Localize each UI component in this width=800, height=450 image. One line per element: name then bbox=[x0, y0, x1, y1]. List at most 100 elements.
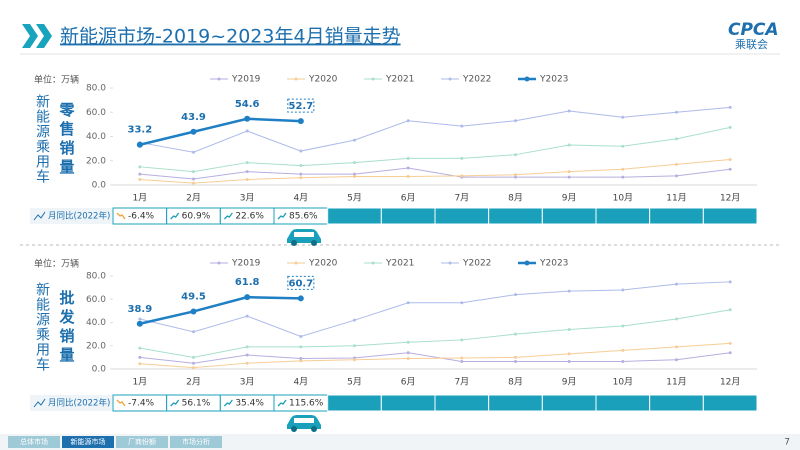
data-point bbox=[299, 176, 303, 180]
data-point bbox=[138, 172, 142, 176]
data-point bbox=[675, 162, 678, 166]
data-point bbox=[621, 115, 625, 119]
car-wheel bbox=[311, 426, 317, 432]
yoy-cell bbox=[702, 394, 758, 412]
series-line bbox=[139, 159, 731, 184]
car-icon bbox=[287, 415, 321, 432]
data-point bbox=[299, 359, 303, 363]
x-tick-label: 5月 bbox=[347, 377, 362, 388]
series-line bbox=[139, 342, 731, 369]
data-label: 33.2 bbox=[127, 125, 152, 136]
x-tick-label: 6月 bbox=[401, 193, 416, 204]
yoy-trend bbox=[170, 399, 180, 407]
legend-marker bbox=[524, 260, 530, 266]
data-point bbox=[138, 355, 142, 359]
series-line bbox=[139, 117, 301, 146]
car-window bbox=[294, 418, 314, 423]
data-point bbox=[728, 351, 732, 355]
metric-label: 批发销量 bbox=[58, 289, 76, 366]
x-tick-label: 2月 bbox=[186, 193, 201, 204]
data-point bbox=[138, 346, 142, 350]
y-tick-label: 20.0 bbox=[86, 341, 106, 351]
yoy-cell bbox=[434, 394, 490, 412]
footer-tab-label: 厂商份额 bbox=[128, 437, 156, 446]
yoy-value: 35.4% bbox=[235, 399, 264, 409]
legend-marker bbox=[448, 261, 452, 265]
legend-marker bbox=[217, 77, 221, 81]
data-point bbox=[567, 175, 571, 179]
legend-marker bbox=[217, 261, 221, 265]
x-tick-label: 11月 bbox=[666, 193, 686, 204]
data-point bbox=[621, 288, 625, 292]
yoy-cell bbox=[434, 207, 490, 225]
y-tick-label: 40.0 bbox=[86, 318, 106, 328]
yoy-value: 85.6% bbox=[289, 212, 318, 222]
footer-tab-label: 市场分析 bbox=[182, 437, 210, 446]
yoy-cell bbox=[327, 394, 382, 412]
data-point bbox=[299, 345, 303, 349]
y-tick-label: 20.0 bbox=[86, 156, 106, 166]
data-point bbox=[136, 141, 143, 148]
data-point bbox=[514, 153, 517, 157]
data-point bbox=[406, 301, 410, 305]
footer-tab bbox=[8, 436, 60, 448]
yoy-icon bbox=[33, 398, 46, 408]
legend-marker bbox=[294, 261, 298, 265]
yoy-value: 56.1% bbox=[182, 399, 211, 409]
data-point bbox=[299, 357, 303, 361]
data-point bbox=[244, 115, 251, 122]
yoy-trend bbox=[223, 212, 233, 220]
data-point bbox=[567, 327, 571, 331]
x-tick-label: 4月 bbox=[293, 193, 308, 204]
data-point bbox=[245, 345, 249, 349]
data-point bbox=[567, 109, 571, 113]
data-point bbox=[675, 137, 678, 141]
yoy-cell bbox=[327, 207, 382, 225]
data-point bbox=[460, 174, 464, 178]
data-point bbox=[675, 317, 678, 321]
data-point bbox=[514, 119, 517, 123]
data-point bbox=[192, 355, 195, 359]
data-point bbox=[621, 175, 625, 179]
data-point bbox=[138, 317, 142, 321]
yoy-value: -7.4% bbox=[128, 399, 155, 409]
yoy-cell bbox=[595, 394, 651, 412]
legend-label: Y2022 bbox=[462, 259, 491, 269]
data-point bbox=[299, 164, 303, 168]
side-label: 新能源乘用车 bbox=[34, 282, 50, 372]
data-point bbox=[406, 156, 410, 160]
legend-label: Y2021 bbox=[385, 259, 414, 269]
data-point bbox=[245, 353, 249, 357]
side-label: 新能源乘用车 bbox=[34, 94, 50, 184]
footer-tab bbox=[116, 436, 168, 448]
unit-label: 单位：万辆 bbox=[34, 258, 79, 270]
x-tick-label: 9月 bbox=[562, 377, 577, 388]
data-point bbox=[728, 158, 732, 162]
data-point bbox=[245, 178, 249, 182]
data-point bbox=[514, 293, 517, 297]
x-tick-label: 1月 bbox=[132, 193, 147, 204]
data-point bbox=[514, 175, 517, 179]
legend-label: Y2022 bbox=[462, 75, 491, 85]
data-point bbox=[728, 280, 732, 284]
data-point bbox=[245, 361, 249, 365]
data-point bbox=[621, 324, 625, 328]
data-point bbox=[245, 170, 249, 174]
legend-label: Y2019 bbox=[231, 259, 261, 269]
x-tick-label: 9月 bbox=[562, 193, 577, 204]
logo-sub: 乘联会 bbox=[735, 38, 768, 51]
legend-label: Y2023 bbox=[539, 259, 568, 269]
data-point bbox=[567, 352, 571, 356]
data-point bbox=[190, 308, 197, 315]
data-point bbox=[190, 128, 197, 135]
legend-label: Y2023 bbox=[539, 75, 568, 85]
legend-label: Y2019 bbox=[231, 75, 261, 85]
label-box bbox=[287, 98, 315, 113]
data-point bbox=[353, 172, 356, 176]
x-tick-label: 6月 bbox=[401, 377, 416, 388]
data-point bbox=[728, 308, 732, 312]
data-point bbox=[514, 173, 517, 177]
data-label: 38.9 bbox=[127, 304, 152, 315]
legend-label: Y2020 bbox=[308, 259, 338, 269]
data-point bbox=[138, 362, 142, 366]
